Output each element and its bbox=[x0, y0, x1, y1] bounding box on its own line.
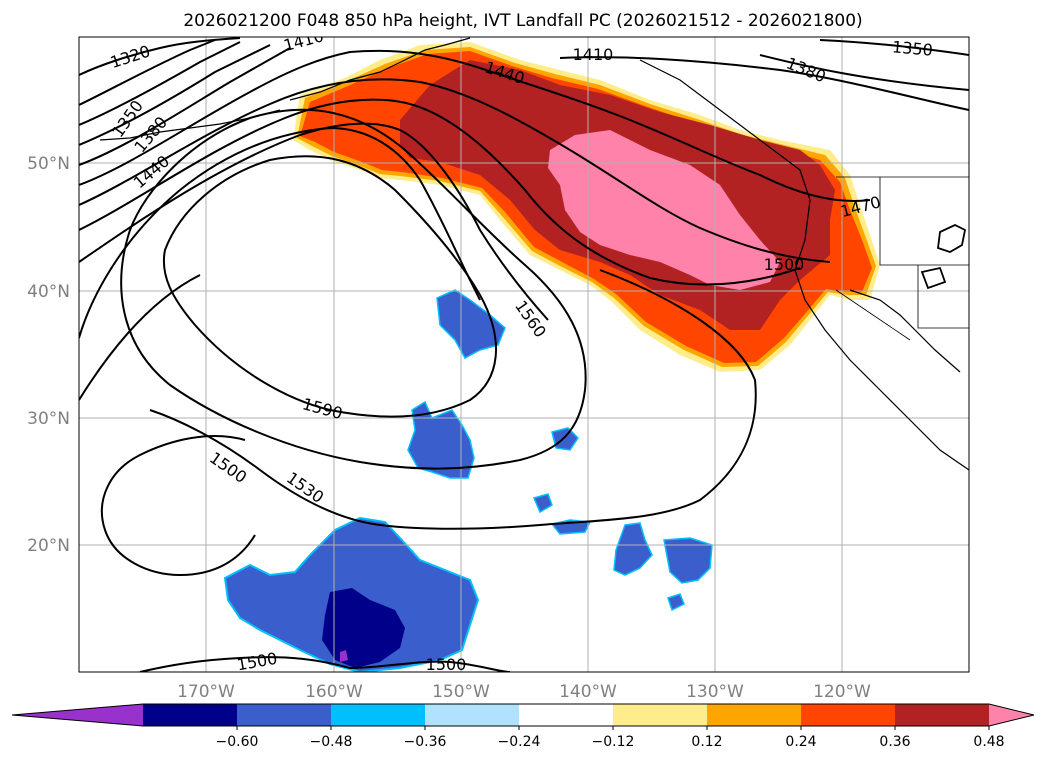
lat-tick-label: 20°N bbox=[27, 536, 70, 556]
state-borders bbox=[835, 176, 969, 341]
map-panel: 1320 1410 1410 1440 1350 1380 1350 1380 … bbox=[27, 36, 970, 702]
map-frame bbox=[78, 36, 970, 673]
baja-region bbox=[849, 289, 961, 373]
contour-1410-e bbox=[559, 56, 969, 111]
negative-ivt-region bbox=[223, 289, 713, 672]
positive-ivt-region bbox=[293, 42, 880, 372]
colorbar-tick-label: 0.24 bbox=[785, 734, 816, 750]
contour-1380-e bbox=[759, 54, 969, 91]
colorbar-tick-label: 0.12 bbox=[691, 734, 722, 750]
contour-label: 1500 bbox=[764, 255, 805, 274]
latitude-labels: 50°N 40°N 30°N 20°N bbox=[27, 154, 70, 556]
colorbar-bin bbox=[331, 704, 426, 726]
colorbar-bin bbox=[707, 704, 802, 726]
lake-outline bbox=[937, 224, 967, 253]
ivt-neg-patch bbox=[663, 537, 713, 584]
ivt-neg-patch bbox=[613, 522, 653, 576]
colorbar-tick-label: −0.48 bbox=[310, 734, 353, 750]
lat-tick-label: 30°N bbox=[27, 409, 70, 429]
lon-tick-label: 150°W bbox=[432, 682, 490, 702]
lake-outline bbox=[920, 266, 947, 290]
contour-1500-lowcenter bbox=[100, 434, 256, 577]
colorbar-outline bbox=[11, 703, 1035, 727]
contour-1590 bbox=[162, 155, 497, 418]
contour-1350-w bbox=[79, 39, 216, 106]
ivt-neg-patch bbox=[532, 493, 553, 514]
graticule bbox=[79, 37, 969, 672]
lon-tick-label: 130°W bbox=[686, 682, 744, 702]
ivt-neg-extreme bbox=[340, 650, 348, 662]
contour-label: 1500 bbox=[426, 655, 467, 674]
lon-tick-label: 160°W bbox=[305, 682, 363, 702]
colorbar-tick-label: −0.60 bbox=[216, 734, 259, 750]
contour-1560-north bbox=[79, 122, 549, 321]
contour-1410-w bbox=[79, 44, 271, 146]
contour-1380-w bbox=[79, 41, 241, 126]
colorbar-tick-label: 0.36 bbox=[879, 734, 910, 750]
contour-label: 1350 bbox=[891, 37, 933, 59]
contour-1470 bbox=[79, 49, 871, 202]
colorbar-tick-label: −0.12 bbox=[592, 734, 635, 750]
colorbar-bin bbox=[895, 704, 990, 726]
na-west-coast bbox=[639, 59, 969, 471]
contour-1500-south bbox=[139, 656, 511, 672]
colorbar-bin bbox=[801, 704, 896, 726]
height-contours bbox=[79, 37, 969, 672]
lon-tick-label: 170°W bbox=[177, 682, 235, 702]
colorbar-extend-low bbox=[12, 704, 143, 726]
colorbar-tick-label: 0.48 bbox=[973, 734, 1004, 750]
lat-tick-label: 40°N bbox=[27, 282, 70, 302]
ivt-neg-core bbox=[322, 588, 405, 668]
colorbar-bin bbox=[237, 704, 332, 726]
ivt-neg-patch bbox=[407, 400, 475, 479]
colorbar-bin bbox=[425, 704, 520, 726]
contour-1440-w bbox=[79, 47, 291, 166]
lat-tick-label: 50°N bbox=[27, 154, 70, 174]
colorbar-bin bbox=[143, 704, 238, 726]
ivt-neg-patch bbox=[667, 593, 685, 612]
contour-1500-north bbox=[79, 78, 831, 263]
lon-tick-label: 120°W bbox=[813, 682, 871, 702]
contour-label: 1500 bbox=[235, 649, 278, 675]
alaska-coast bbox=[289, 37, 471, 101]
map-title: 2026021200 F048 850 hPa height, IVT Land… bbox=[183, 11, 862, 31]
colorbar-tick-label: −0.24 bbox=[498, 734, 541, 750]
lon-tick-label: 140°W bbox=[559, 682, 617, 702]
ivt-neg-patch bbox=[436, 289, 506, 360]
contour-1350-e bbox=[819, 39, 969, 56]
contour-1530-south bbox=[79, 269, 757, 530]
longitude-labels: 170°W 160°W 150°W 140°W 130°W 120°W bbox=[177, 682, 871, 702]
contour-label: 1410 bbox=[573, 45, 614, 64]
colorbar-bin bbox=[613, 704, 708, 726]
colorbar-tick-label: −0.36 bbox=[404, 734, 447, 750]
contour-1530-north bbox=[79, 98, 801, 286]
coastlines bbox=[99, 37, 969, 471]
colorbar: −0.60 −0.48 −0.36 −0.24 −0.12 0.12 0.24 0.36 0.4… bbox=[11, 703, 1035, 750]
contour-1560-ring bbox=[120, 108, 587, 470]
colorbar-extend-high bbox=[989, 704, 1034, 726]
colorbar-bin bbox=[519, 704, 614, 726]
